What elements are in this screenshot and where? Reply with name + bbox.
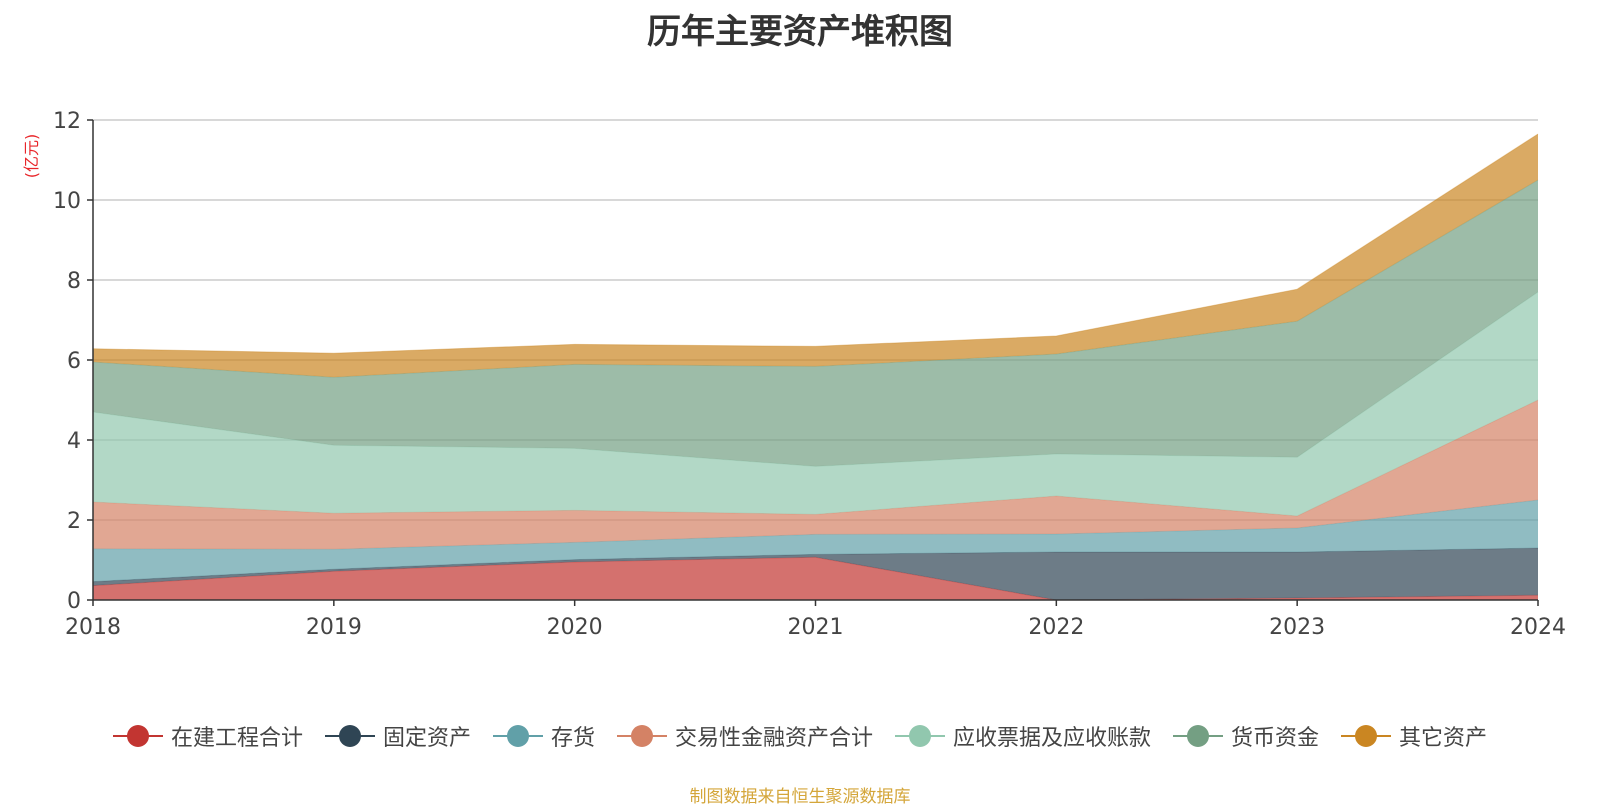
legend-label: 应收票据及应收账款 [953, 726, 1152, 751]
x-tick-label-5: 2023 [1269, 615, 1325, 640]
area-series [92, 133, 1539, 601]
legend-label: 其它资产 [1399, 726, 1488, 751]
legend-marker-icon [895, 724, 945, 748]
y-tick-label-6: 12 [53, 109, 81, 134]
area-series-1 [93, 548, 1538, 600]
legend-marker-icon [616, 724, 667, 748]
legend-label: 固定资产 [382, 726, 471, 751]
legend-marker-icon [112, 724, 163, 748]
x-tick-label-4: 2022 [1028, 615, 1084, 640]
data-source-note: 制图数据来自恒生聚源数据库 [689, 787, 911, 807]
y-tick-label-4: 8 [67, 269, 81, 294]
legend-marker-icon [324, 724, 375, 748]
area-series-4 [93, 292, 1538, 516]
area-series-6 [93, 134, 1538, 378]
legend-marker-icon [492, 724, 543, 748]
area-edge-6 [92, 133, 1539, 354]
x-tick-label-0: 2018 [65, 615, 121, 640]
legend-item-5[interactable]: 货币资金 [1173, 720, 1319, 752]
legend-label: 货币资金 [1231, 726, 1320, 751]
x-tick-label-6: 2024 [1510, 615, 1566, 640]
legend-item-2[interactable]: 存货 [492, 720, 595, 752]
legend-marker-icon [1341, 724, 1392, 748]
legend-item-6[interactable]: 其它资产 [1341, 720, 1487, 752]
x-tick-label-3: 2021 [788, 615, 844, 640]
legend-label: 在建工程合计 [170, 726, 303, 751]
x-tick-label-2: 2020 [547, 615, 603, 640]
legend: 在建工程合计 固定资产 存货 交易性金融资产合计 应收票据及应收账款 货币资金 其它资产 [0, 720, 1600, 752]
area-series-3 [93, 400, 1538, 550]
y-tick-label-2: 4 [67, 429, 81, 454]
area-series-2 [93, 500, 1538, 582]
legend-item-1[interactable]: 固定资产 [324, 720, 471, 752]
legend-item-3[interactable]: 交易性金融资产合计 [616, 720, 873, 752]
tick-labels: 0 2 4 6 8 10 12 2018 2019 2020 2021 2022 2023 2024 [53, 109, 1566, 640]
legend-label: 交易性金融资产合计 [674, 726, 873, 751]
area-series-0 [93, 557, 1538, 600]
axes [87, 119, 1539, 606]
y-tick-label-1: 2 [67, 509, 81, 534]
legend-item-0[interactable]: 在建工程合计 [112, 720, 303, 752]
y-tick-label-3: 6 [67, 349, 81, 374]
legend-label: 存货 [550, 726, 595, 751]
chart-title: 历年主要资产堆积图 [647, 12, 953, 52]
x-tick-label-1: 2019 [306, 615, 362, 640]
y-tick-label-5: 10 [53, 189, 81, 214]
stacked-area-chart: 0 2 4 6 8 10 12 2018 2019 2020 2021 2022 2023 2024 [53, 109, 1566, 640]
y-tick-label-0: 0 [67, 589, 81, 614]
area-series-5 [93, 180, 1538, 467]
legend-marker-icon [1173, 724, 1224, 748]
legend-item-4[interactable]: 应收票据及应收账款 [895, 720, 1151, 752]
